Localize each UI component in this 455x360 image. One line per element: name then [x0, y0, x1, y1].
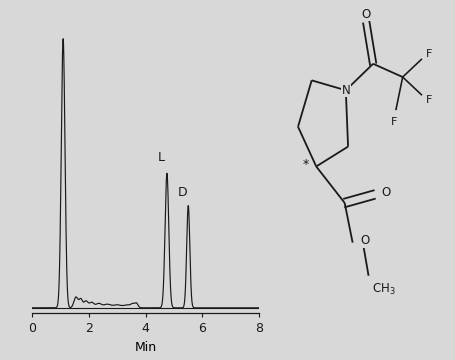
Text: O: O [362, 8, 371, 21]
Text: F: F [390, 117, 397, 127]
Text: F: F [425, 49, 432, 59]
Text: *: * [303, 158, 309, 171]
Text: L: L [158, 151, 165, 164]
Text: D: D [178, 186, 187, 199]
Text: N: N [341, 84, 350, 97]
Text: CH$_3$: CH$_3$ [372, 282, 396, 297]
X-axis label: Min: Min [135, 341, 157, 354]
Text: F: F [425, 95, 432, 105]
Text: O: O [360, 234, 370, 247]
Text: O: O [381, 186, 390, 199]
